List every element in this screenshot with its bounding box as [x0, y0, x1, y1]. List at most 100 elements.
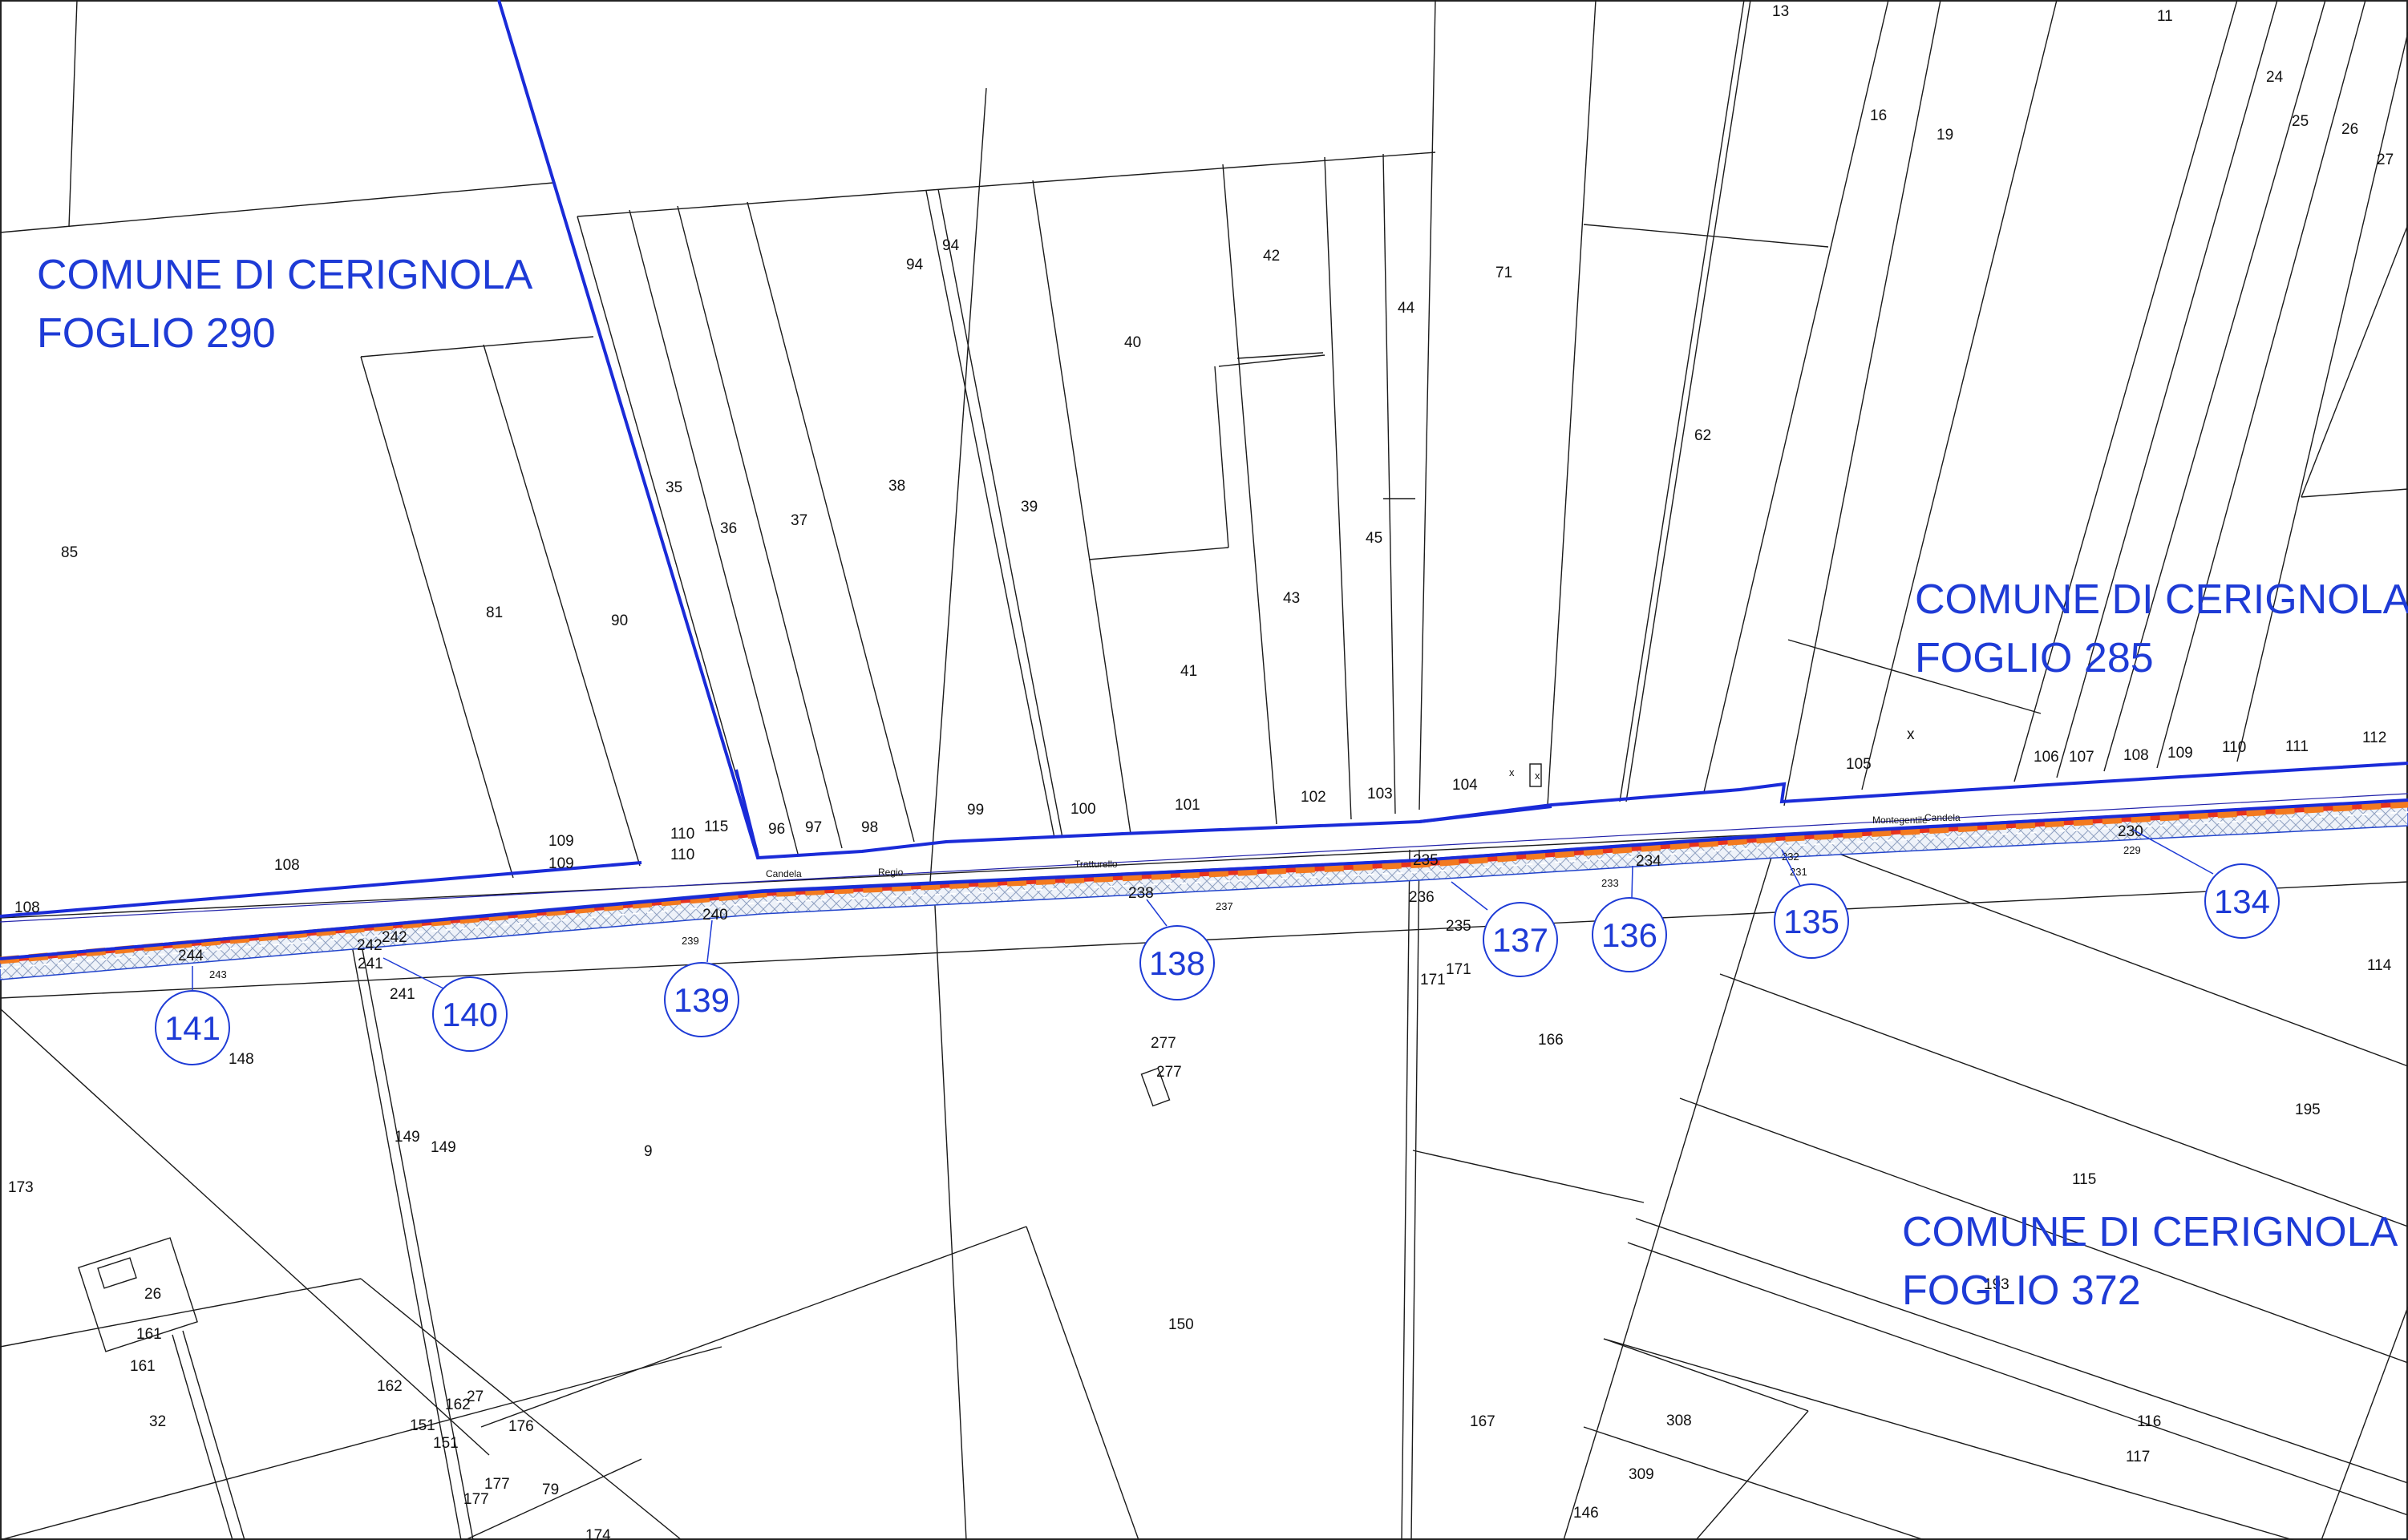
parcel-number: 241	[358, 956, 383, 972]
comune-label-372: COMUNE DI CERIGNOLA FOGLIO 372	[1902, 1209, 2398, 1314]
parcel-number: 233	[1601, 877, 1619, 889]
parcel-number: 108	[2123, 747, 2149, 764]
parcel-number: 242	[382, 929, 407, 946]
parcel-number: 114	[2367, 957, 2392, 974]
parcel-number: 115	[704, 819, 728, 835]
parcel-number: 40	[1124, 334, 1141, 351]
parcel-number: 308	[1666, 1413, 1692, 1429]
parcel-number: 27	[467, 1388, 484, 1405]
parcel-number: 81	[486, 604, 503, 621]
parcel-number: 9	[644, 1143, 653, 1160]
parcel-number: 116	[2137, 1413, 2161, 1430]
parcel-number: 167	[1470, 1413, 1495, 1430]
parcel-number: 110	[2222, 739, 2246, 756]
marker-138[interactable]: 138	[1139, 899, 1215, 1000]
parcel-number: 97	[805, 819, 822, 836]
parcel-number: 149	[395, 1129, 420, 1146]
road-label: Regio	[878, 867, 904, 878]
parcel-number: 45	[1366, 530, 1382, 547]
parcel-number: 101	[1175, 797, 1200, 814]
parcel-number: 62	[1694, 427, 1711, 444]
parcel-number: 238	[1128, 885, 1154, 902]
parcel-number: 110	[670, 847, 694, 863]
marker-134[interactable]: 134	[2132, 829, 2280, 939]
marker-139[interactable]: 139	[664, 920, 739, 1037]
parcel-number: 232	[1782, 851, 1799, 863]
parcel-number: 277	[1151, 1035, 1176, 1052]
road-label: Tratturello	[1074, 859, 1118, 870]
comune-name: COMUNE DI CERIGNOLA	[37, 252, 533, 298]
parcel-number: 38	[888, 478, 905, 495]
marker-label: 139	[674, 981, 730, 1019]
parcel-number: 107	[2069, 749, 2094, 766]
parcel-number: 108	[14, 899, 40, 916]
marker-135[interactable]: 135	[1774, 849, 1849, 959]
foglio-number: FOGLIO 290	[37, 310, 276, 357]
marker-label: 136	[1601, 916, 1657, 954]
parcel-number: 25	[2292, 113, 2309, 130]
marker-136[interactable]: 136	[1592, 865, 1667, 972]
parcel-number: 24	[2266, 69, 2284, 86]
parcel-number: 16	[1870, 107, 1887, 124]
parcel-numbers: 13 11 24 25 26 27 16 19 94 94 42 71 44 4…	[8, 3, 2394, 1540]
parcel-number: x	[1907, 726, 1915, 743]
parcel-number: 243	[209, 968, 227, 980]
marker-141[interactable]: 141	[155, 966, 230, 1065]
parcel-number: 229	[2123, 844, 2141, 856]
marker-137[interactable]: 137	[1451, 881, 1558, 977]
parcel-number: 150	[1168, 1316, 1194, 1333]
parcel-number: 161	[136, 1326, 162, 1343]
parcel-number: 195	[2295, 1101, 2321, 1118]
parcel-number: 110	[670, 826, 694, 843]
parcel-number: 235	[1413, 852, 1439, 869]
road-label: Candela	[1924, 812, 1961, 823]
marker-label: 134	[2214, 883, 2270, 920]
parcel-number: 42	[1263, 248, 1280, 265]
parcel-number: 239	[682, 935, 699, 947]
parcel-number: 111	[2285, 738, 2309, 755]
parcel-number: 176	[508, 1418, 534, 1435]
parcel-number: 90	[611, 612, 628, 629]
parcel-number: 99	[967, 802, 984, 819]
parcel-number: 104	[1452, 777, 1478, 794]
parcel-number: 13	[1772, 3, 1789, 20]
parcel-number: 193	[1984, 1276, 2009, 1293]
marker-label: 138	[1149, 944, 1205, 982]
parcel-number: 94	[942, 237, 960, 254]
parcel-number: 106	[2034, 749, 2059, 766]
parcel-number: 174	[585, 1527, 611, 1540]
parcel-number: 108	[274, 857, 300, 874]
parcel-number: 162	[445, 1397, 471, 1413]
parcel-number: 44	[1398, 300, 1415, 317]
parcel-number: 27	[2377, 152, 2394, 168]
foglio-number: FOGLIO 372	[1902, 1267, 2141, 1314]
parcel-number: 109	[548, 833, 574, 850]
parcel-number: 148	[229, 1051, 254, 1068]
parcel-number: 35	[666, 479, 682, 496]
parcel-number: 242	[357, 937, 382, 954]
marker-140[interactable]: 140	[382, 957, 508, 1052]
parcel-number: 171	[1420, 972, 1446, 988]
parcel-number: 240	[702, 907, 728, 924]
parcel-number: 96	[768, 821, 785, 838]
foglio-boundaries	[0, 0, 2408, 960]
parcel-number: 19	[1937, 127, 1953, 143]
point-markers: 141 140 139 138 137 136	[155, 829, 2280, 1065]
parcel-number: 166	[1538, 1032, 1564, 1049]
parcel-number: 162	[377, 1378, 403, 1395]
parcel-number: 100	[1070, 801, 1096, 818]
parcel-number: 177	[484, 1476, 510, 1493]
parcel-number: x	[1535, 770, 1540, 782]
comune-label-290: COMUNE DI CERIGNOLA FOGLIO 290	[37, 252, 533, 357]
comune-label-285: COMUNE DI CERIGNOLA FOGLIO 285	[1915, 576, 2408, 681]
marker-label: 140	[442, 996, 498, 1033]
parcel-number: 26	[2341, 121, 2358, 138]
parcel-number: 103	[1367, 786, 1393, 802]
parcel-number: 115	[2072, 1171, 2096, 1188]
parcel-number: 241	[390, 986, 415, 1003]
parcel-number: 151	[433, 1435, 459, 1452]
parcel-number: 79	[542, 1481, 559, 1498]
parcel-number: 26	[144, 1286, 161, 1303]
